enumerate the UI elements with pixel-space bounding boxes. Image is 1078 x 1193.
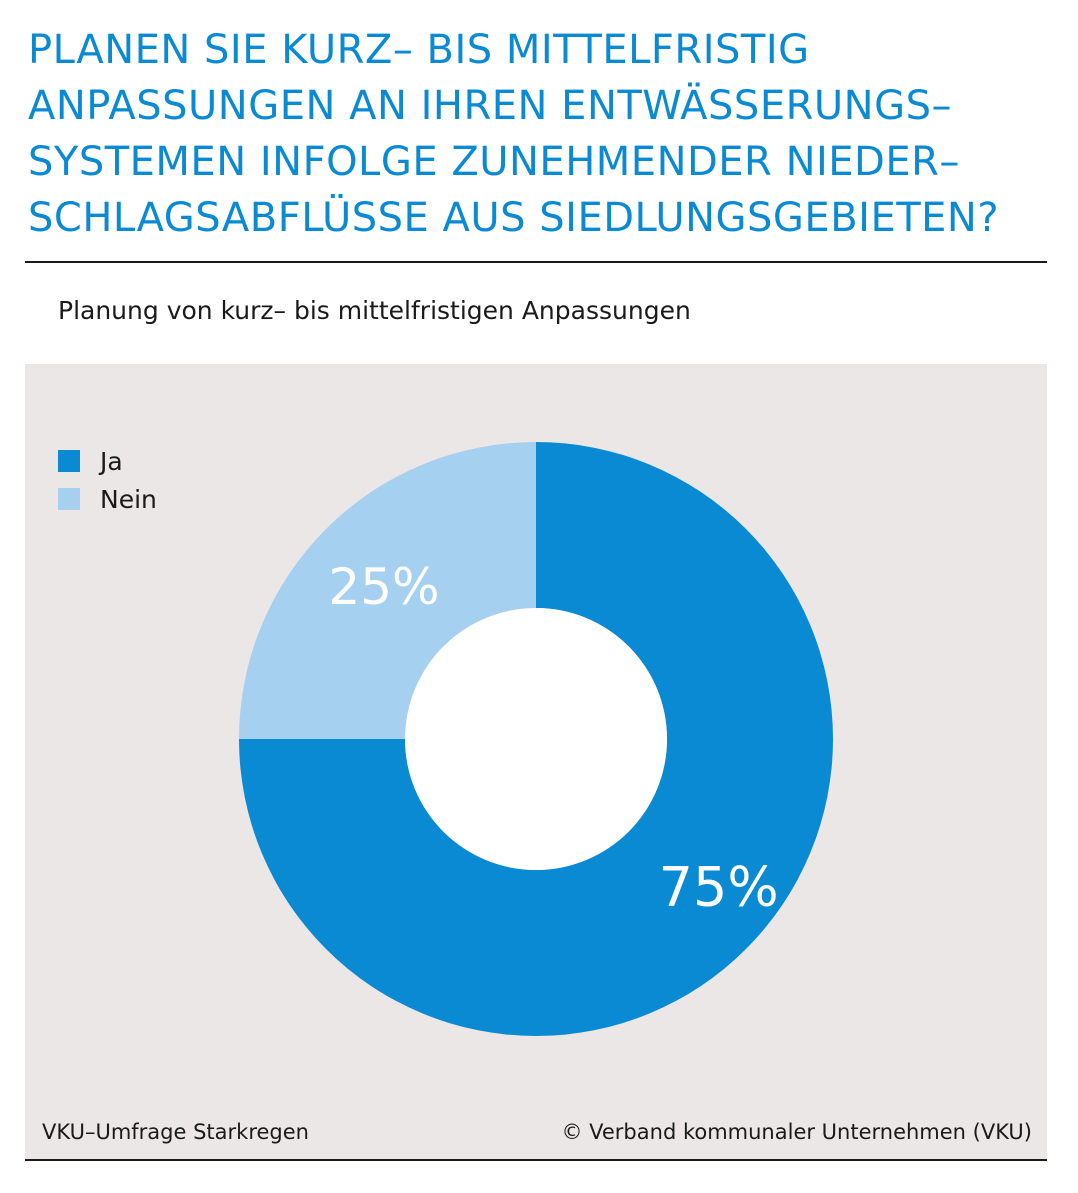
chart-legend: Ja Nein xyxy=(58,442,157,518)
legend-label-ja: Ja xyxy=(100,446,123,476)
chart-title: PLANEN SIE KURZ– BIS MITTELFRISTIG ANPAS… xyxy=(28,22,1058,246)
donut-slice-ja xyxy=(239,442,833,1036)
donut-chart: 75% 25% xyxy=(239,442,833,1036)
chart-panel: 75% 25% Ja Nein xyxy=(25,364,1047,1159)
donut-hole xyxy=(405,608,667,870)
donut-slice-nein xyxy=(239,442,536,739)
legend-item-nein: Nein xyxy=(58,480,157,518)
title-line-2: ANPASSUNGEN AN IHREN ENTWÄSSERUNGS– xyxy=(28,83,952,129)
copyright-note: © Verband kommunaler Unternehmen (VKU) xyxy=(561,1120,1032,1144)
legend-swatch-ja xyxy=(58,450,80,472)
data-label-nein: 25% xyxy=(328,558,439,616)
title-line-1: PLANEN SIE KURZ– BIS MITTELFRISTIG xyxy=(28,27,810,73)
title-line-4: SCHLAGSABFLÜSSE AUS SIEDLUNGSGEBIETEN? xyxy=(28,195,1000,241)
chart-subtitle: Planung von kurz– bis mittelfristigen An… xyxy=(58,296,691,325)
legend-item-ja: Ja xyxy=(58,442,157,480)
top-divider xyxy=(25,261,1047,263)
title-line-3: SYSTEMEN INFOLGE ZUNEHMENDER NIEDER– xyxy=(28,139,960,185)
bottom-divider xyxy=(25,1159,1047,1161)
data-label-ja: 75% xyxy=(659,855,779,918)
legend-label-nein: Nein xyxy=(100,484,157,514)
legend-swatch-nein xyxy=(58,488,80,510)
source-note: VKU–Umfrage Starkregen xyxy=(42,1120,309,1144)
